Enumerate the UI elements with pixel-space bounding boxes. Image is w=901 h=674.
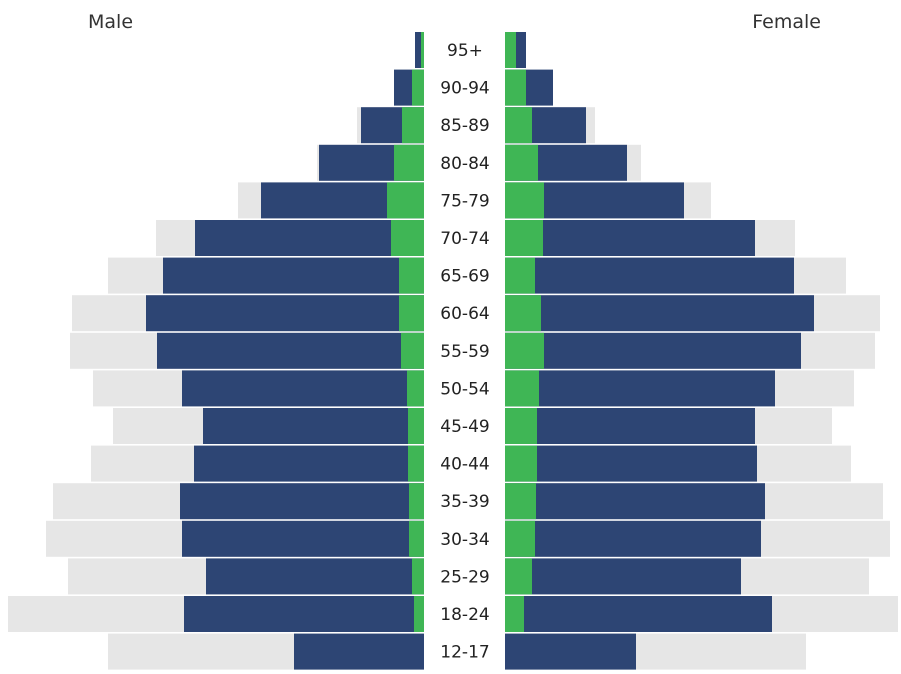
age-label-75-79: 75-79	[440, 191, 489, 211]
female-blue-bar-70-74	[505, 220, 755, 256]
age-label-12-17: 12-17	[440, 643, 489, 663]
age-label-50-54: 50-54	[440, 379, 489, 399]
male-blue-bar-40-44	[194, 445, 424, 482]
male-green-bar-45-49	[408, 408, 424, 444]
female-green-bar-35-39	[505, 483, 536, 520]
female-blue-bar-60-64	[505, 295, 814, 332]
male-green-bar-40-44	[408, 445, 424, 482]
female-blue-bar-50-54	[505, 370, 775, 407]
age-label-30-34: 30-34	[440, 530, 489, 550]
female-green-bar-65-69	[505, 257, 535, 294]
female-title: Female	[752, 11, 821, 33]
age-label-40-44: 40-44	[440, 455, 489, 475]
male-blue-bar-45-49	[203, 408, 424, 444]
male-green-bar-90-94	[412, 69, 424, 106]
age-label-25-29: 25-29	[440, 567, 489, 587]
male-green-bar-95+	[421, 32, 424, 68]
age-label-60-64: 60-64	[440, 304, 489, 324]
female-blue-bar-18-24	[505, 596, 772, 632]
age-label-85-89: 85-89	[440, 116, 489, 136]
age-label-18-24: 18-24	[440, 605, 489, 625]
male-blue-bar-65-69	[163, 257, 424, 294]
female-blue-bar-12-17	[505, 633, 636, 670]
male-blue-bar-95+	[415, 32, 424, 68]
age-label-90-94: 90-94	[440, 79, 489, 99]
female-green-bar-85-89	[505, 107, 532, 144]
male-green-bar-80-84	[394, 144, 424, 181]
female-green-bar-45-49	[505, 408, 537, 444]
female-green-bar-40-44	[505, 445, 537, 482]
female-green-bar-70-74	[505, 220, 543, 256]
male-green-bar-85-89	[402, 107, 424, 144]
male-blue-bar-35-39	[180, 483, 424, 520]
age-label-95+: 95+	[447, 41, 483, 61]
male-green-bar-35-39	[409, 483, 424, 520]
male-green-bar-75-79	[387, 182, 424, 219]
age-label-80-84: 80-84	[440, 154, 489, 174]
female-green-bar-60-64	[505, 295, 541, 332]
male-blue-bar-25-29	[206, 558, 424, 595]
female-green-bar-95+	[505, 32, 516, 68]
male-blue-bar-55-59	[157, 332, 424, 369]
female-green-bar-30-34	[505, 520, 535, 557]
male-green-bar-30-34	[409, 520, 424, 557]
male-green-bar-65-69	[399, 257, 424, 294]
male-green-bar-60-64	[399, 295, 424, 332]
male-green-bar-50-54	[407, 370, 424, 407]
age-label-70-74: 70-74	[440, 229, 489, 249]
bars-group	[8, 32, 898, 670]
male-green-bar-25-29	[412, 558, 424, 595]
female-green-bar-75-79	[505, 182, 544, 219]
female-green-bar-90-94	[505, 69, 526, 106]
female-blue-bar-55-59	[505, 332, 801, 369]
female-blue-bar-65-69	[505, 257, 794, 294]
age-label-55-59: 55-59	[440, 342, 489, 362]
male-title: Male	[88, 11, 133, 33]
male-blue-bar-12-17	[294, 633, 424, 670]
female-green-bar-80-84	[505, 144, 538, 181]
age-label-35-39: 35-39	[440, 492, 489, 512]
male-blue-bar-30-34	[182, 520, 424, 557]
female-blue-bar-40-44	[505, 445, 757, 482]
male-blue-bar-60-64	[146, 295, 424, 332]
age-label-65-69: 65-69	[440, 267, 489, 287]
female-green-bar-25-29	[505, 558, 532, 595]
female-green-bar-55-59	[505, 332, 544, 369]
female-blue-bar-30-34	[505, 520, 761, 557]
female-blue-bar-35-39	[505, 483, 765, 520]
male-green-bar-55-59	[401, 332, 424, 369]
male-blue-bar-50-54	[182, 370, 424, 407]
female-green-bar-18-24	[505, 596, 524, 632]
age-labels-group: 95+ 90-94 85-89 80-84 75-79 70-74 65-69 60-64 55…	[440, 41, 489, 663]
male-green-bar-18-24	[414, 596, 424, 632]
age-label-45-49: 45-49	[440, 417, 489, 437]
female-blue-bar-25-29	[505, 558, 741, 595]
male-blue-bar-18-24	[184, 596, 424, 632]
female-blue-bar-45-49	[505, 408, 755, 444]
female-green-bar-50-54	[505, 370, 539, 407]
male-green-bar-70-74	[391, 220, 424, 256]
male-blue-bar-70-74	[195, 220, 424, 256]
